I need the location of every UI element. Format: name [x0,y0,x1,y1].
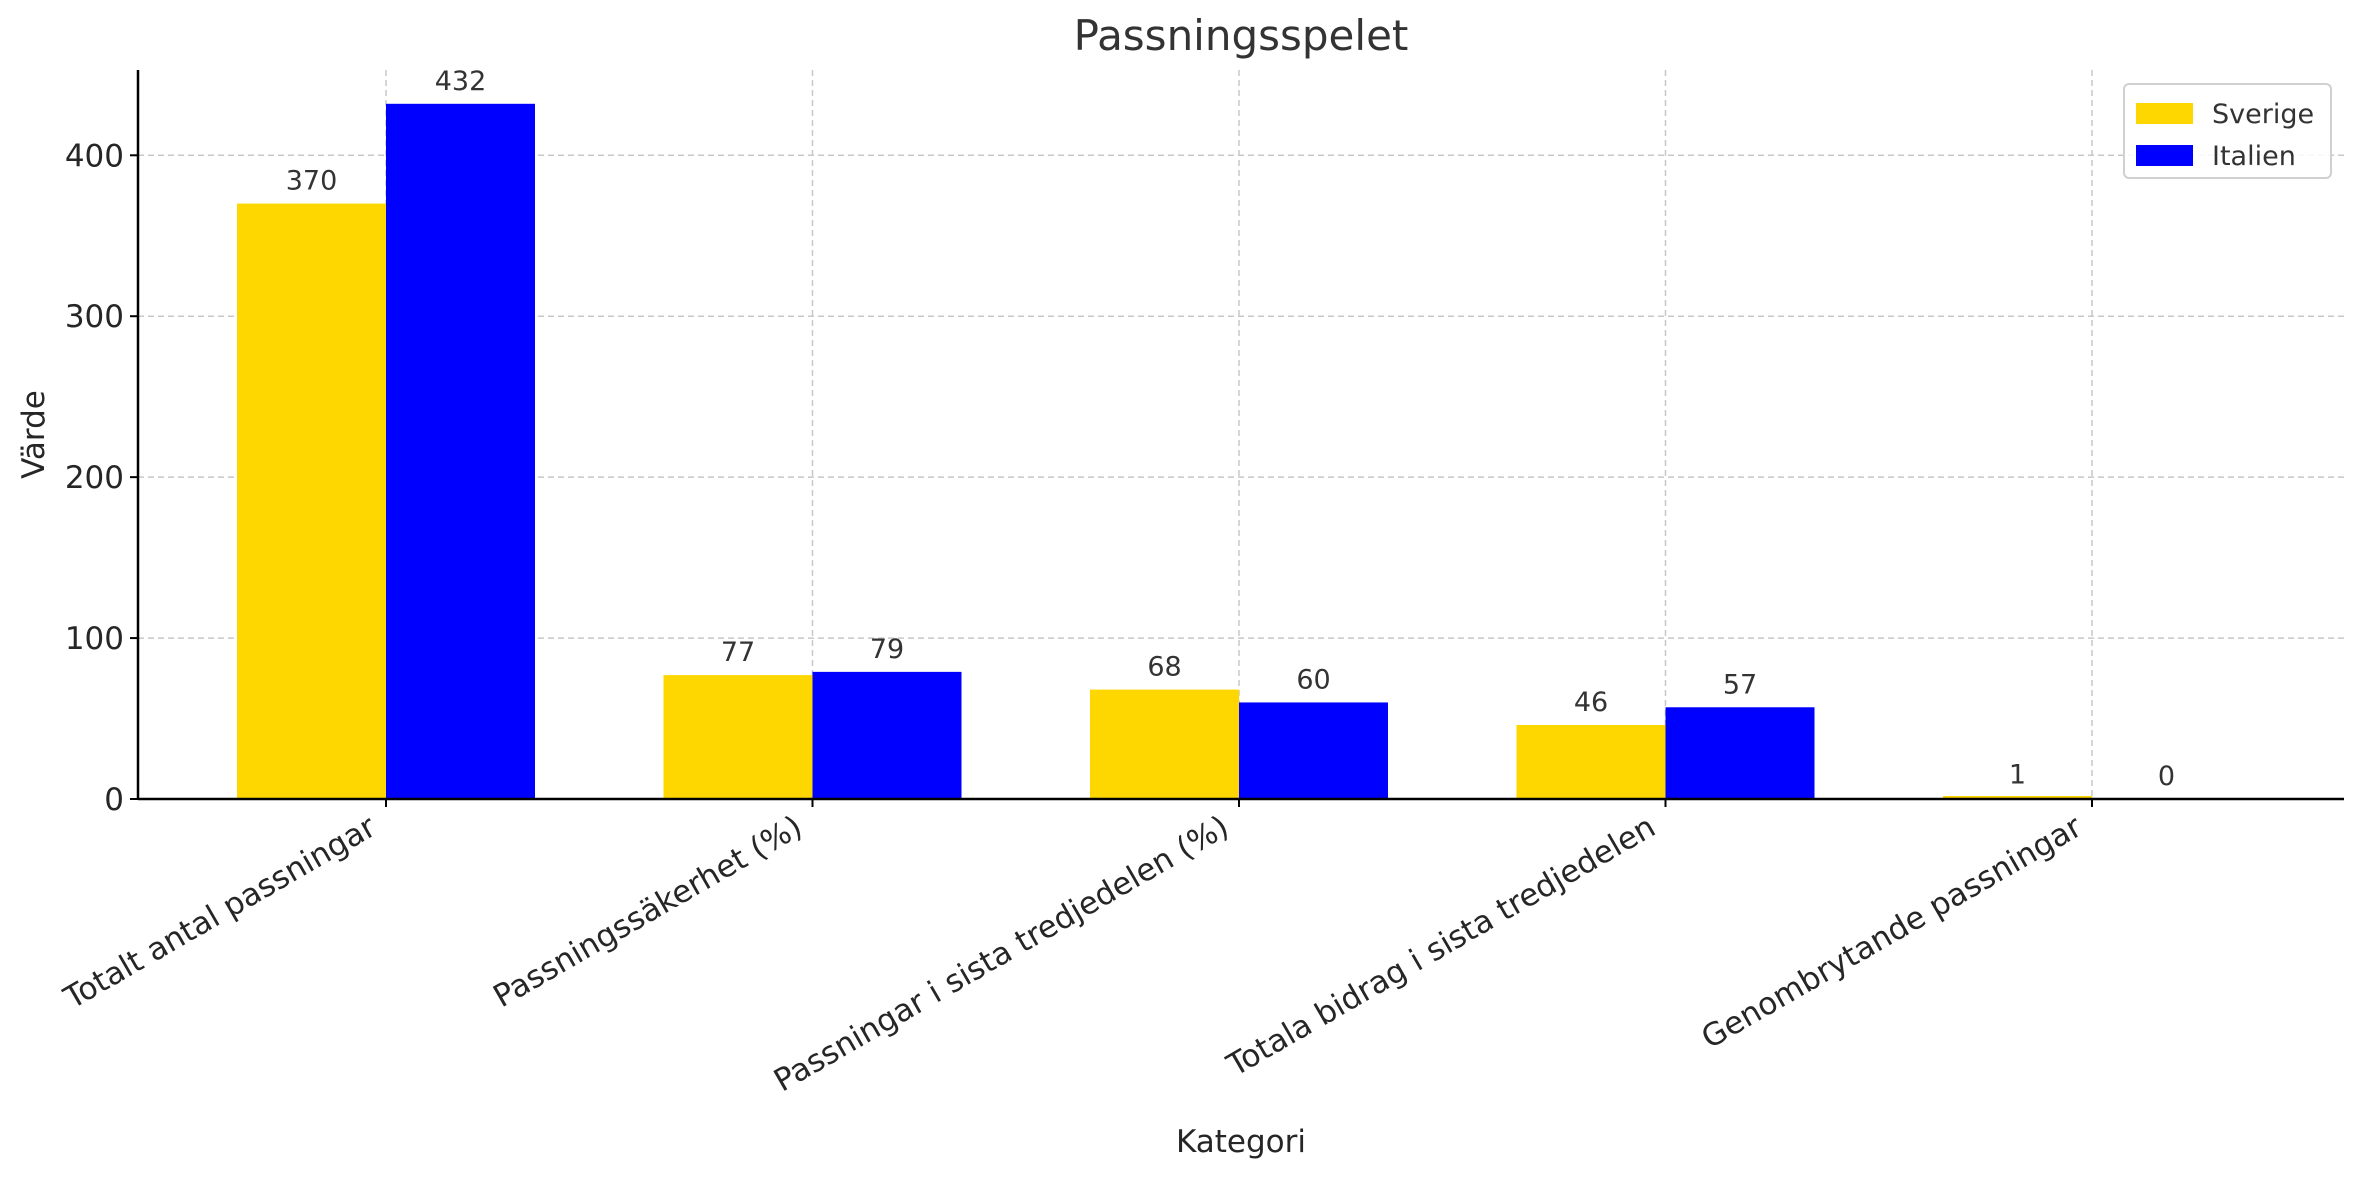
legend-label: Italien [2212,141,2296,172]
legend-label: Sverige [2212,99,2314,130]
x-tick-label: Passningssäkerhet (%) [487,809,808,1015]
x-tick-label: Passningar i sista tredjedelen (%) [768,809,1235,1099]
y-axis-title: Värde [16,390,52,479]
y-tick-label: 300 [65,299,124,335]
data-label: 46 [1574,687,1608,718]
data-label: 0 [2158,761,2175,792]
bar-sverige-3 [1516,724,1666,799]
data-label: 1 [2009,759,2026,790]
data-labels: 370 77 68 46 1 432 79 60 57 0 [286,66,2175,792]
x-tick-label: Genombrytande passningar [1696,809,2089,1056]
bar-sverige-4 [1943,796,2092,799]
y-tick-label: 0 [104,782,124,818]
bars [237,103,2092,800]
bar-italien-1 [812,671,962,799]
bar-italien-3 [1665,707,1815,799]
legend-swatch-sverige [2136,103,2193,124]
data-label: 79 [870,634,904,665]
bar-sverige-1 [663,675,813,799]
bar-sverige-0 [237,203,386,800]
y-tick-label: 200 [65,460,124,496]
axes [136,70,2344,801]
legend: Sverige Italien [2123,83,2332,179]
bar-italien-0 [386,103,535,800]
bar-italien-2 [1239,702,1388,799]
grid-lines [138,70,2344,799]
y-tick-label: 400 [65,138,124,174]
x-tick-label: Totala bidrag i sista tredjedelen [1220,809,1661,1084]
bar-sverige-2 [1090,689,1239,799]
y-tick-label: 100 [65,621,124,657]
data-label: 370 [286,166,338,197]
data-label: 60 [1296,664,1330,695]
legend-swatch-italien [2136,145,2193,166]
chart-title: Passningsspelet [1074,11,1409,60]
x-axis-title: Kategori [1176,1124,1306,1160]
data-label: 432 [435,66,487,97]
data-label: 77 [721,637,755,668]
x-tick-label: Totalt antal passningar [57,809,382,1017]
data-label: 68 [1147,652,1181,683]
data-label: 57 [1723,669,1757,700]
